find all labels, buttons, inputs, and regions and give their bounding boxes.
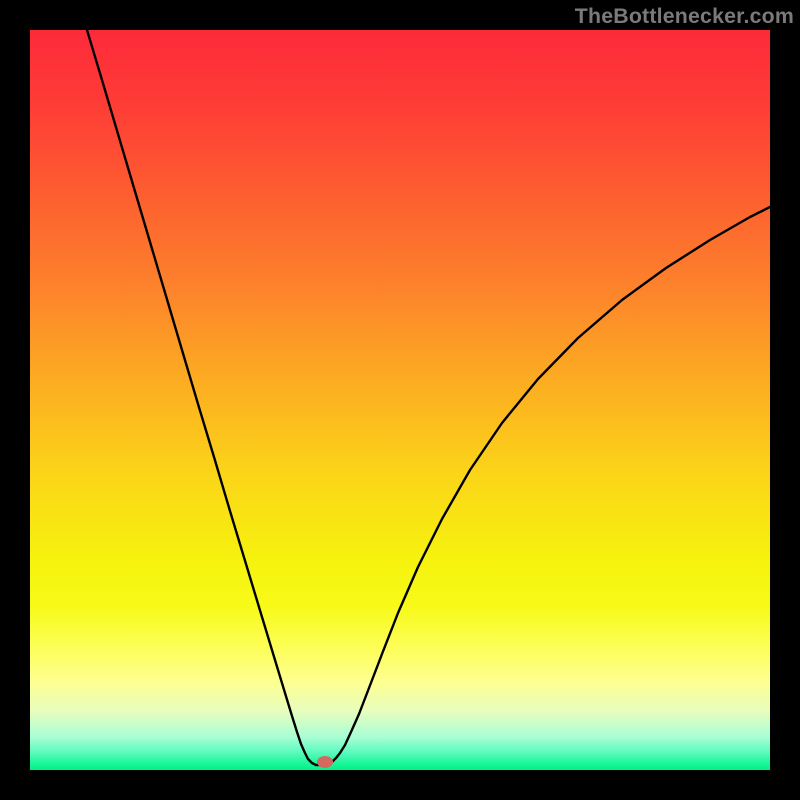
minimum-marker	[317, 756, 333, 768]
chart-frame: TheBottlenecker.com	[0, 0, 800, 800]
plot-area	[30, 30, 770, 770]
plot-svg	[30, 30, 770, 770]
watermark-text: TheBottlenecker.com	[575, 4, 794, 29]
gradient-background	[30, 30, 770, 770]
